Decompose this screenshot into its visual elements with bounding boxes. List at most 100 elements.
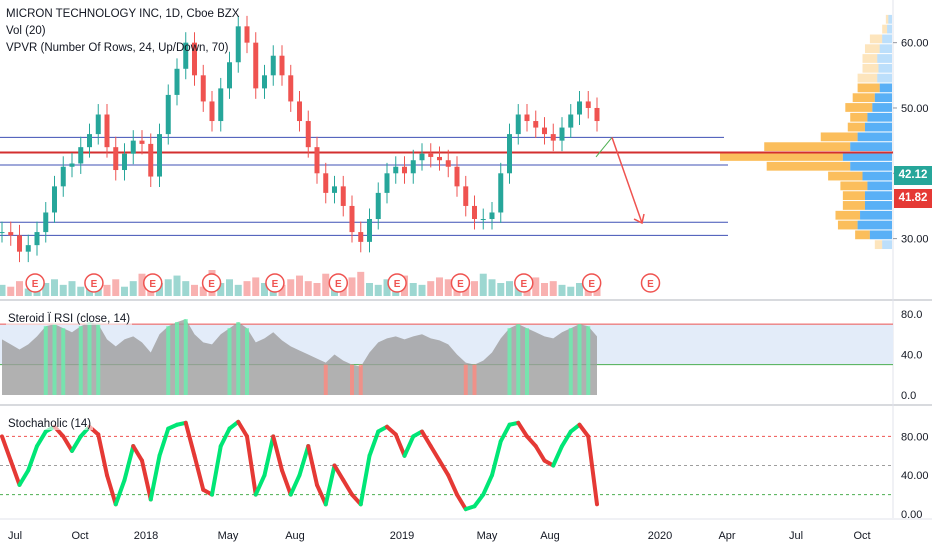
- volume-bar: [488, 279, 496, 296]
- earnings-marker: [581, 273, 602, 293]
- candle-body: [419, 153, 425, 161]
- time-tick-label: Oct: [71, 530, 88, 542]
- candle-body: [244, 26, 250, 43]
- vpvr-down-bar: [842, 191, 865, 201]
- stoch-segment: [253, 473, 267, 497]
- candle-body: [498, 173, 504, 213]
- candle-body: [445, 160, 451, 167]
- candle-body: [297, 101, 302, 122]
- vpvr-down-bar: [847, 122, 865, 132]
- candle-body: [227, 62, 232, 89]
- vpvr-down-bar: [869, 34, 883, 44]
- candle-body: [428, 153, 434, 157]
- candle-body: [87, 134, 92, 148]
- candle-body: [410, 160, 416, 174]
- candle-body: [0, 232, 5, 234]
- candle-body: [209, 101, 215, 122]
- stoch-segment: [586, 434, 599, 507]
- stoch-segment: [26, 444, 39, 473]
- vpvr-down-bar: [862, 54, 878, 63]
- candle-body: [375, 192, 381, 220]
- vpvr-up-bar: [857, 220, 892, 230]
- stoch-segment: [498, 422, 512, 444]
- candle-body: [393, 166, 399, 174]
- vpvr-down-bar: [857, 83, 880, 93]
- volume-bar: [471, 281, 478, 296]
- stoch-segment: [8, 458, 22, 487]
- stoch-segment: [455, 492, 468, 512]
- vpvr-down-bar: [885, 14, 889, 24]
- vpvr-down-bar: [820, 132, 858, 142]
- volume-bar: [103, 284, 111, 296]
- rsi-overbought-bar: [227, 328, 232, 395]
- volume-bar: [444, 279, 452, 296]
- stoch-segment: [306, 444, 319, 487]
- vpvr-down-bar: [857, 73, 878, 83]
- time-tick-label: May: [477, 530, 498, 542]
- stoch-segment: [183, 420, 197, 458]
- stoch-segment: [210, 444, 223, 497]
- rsi-overbought-bar: [87, 322, 92, 395]
- rsi-overbought-bar: [236, 322, 241, 395]
- earnings-marker-label: E: [647, 279, 654, 290]
- volume-bar: [226, 279, 233, 296]
- candle-body: [332, 186, 337, 193]
- volume-bar: [252, 277, 260, 296]
- stoch-segment: [122, 444, 136, 483]
- vpvr-up-bar: [888, 14, 892, 24]
- vpvr-up-bar: [879, 83, 892, 93]
- candle-body: [174, 68, 180, 95]
- volume-bar: [0, 284, 6, 296]
- candle-body: [489, 212, 495, 220]
- time-tick-label: May: [218, 530, 239, 542]
- rsi-oversold-bar: [472, 364, 477, 395]
- candle-body: [60, 166, 66, 187]
- earnings-marker: [201, 273, 222, 293]
- candle-body: [165, 94, 171, 135]
- candle-body: [200, 75, 206, 102]
- candle-body: [367, 219, 372, 242]
- support-price-tag: 41.82: [894, 189, 932, 208]
- candle-body: [139, 140, 145, 144]
- volume-bar: [357, 271, 365, 296]
- stoch-segment: [271, 434, 284, 473]
- rsi-overbought-bar: [43, 326, 48, 395]
- candle-body: [52, 186, 57, 213]
- stoch-segment: [525, 434, 538, 449]
- volume-bar: [366, 283, 373, 296]
- vpvr-up-bar: [864, 191, 892, 201]
- candle-body: [95, 114, 101, 135]
- volume-bar: [191, 284, 198, 296]
- rsi-tick-label: 80.0: [901, 309, 922, 321]
- stoch-segment: [280, 468, 293, 497]
- volume-bar: [129, 281, 137, 296]
- volume-bar: [7, 286, 15, 296]
- stoch-segment: [420, 429, 433, 449]
- vpvr-up-bar: [879, 44, 892, 54]
- volume-bar: [77, 286, 85, 296]
- volume-bar: [68, 281, 76, 296]
- stoch-segment: [551, 444, 564, 468]
- time-tick-label: Aug: [540, 530, 560, 542]
- time-tick-label: 2019: [390, 530, 414, 542]
- candle-body: [533, 121, 539, 128]
- candle-body: [305, 121, 311, 148]
- volume-label: Vol (20): [6, 25, 46, 37]
- earnings-marker: [84, 273, 104, 293]
- rsi-overbought-bar: [507, 328, 512, 395]
- stoch-segment: [446, 473, 459, 497]
- vpvr-up-bar: [877, 73, 892, 83]
- rsi-tick-label: 0.0: [901, 390, 916, 402]
- stoch-segment: [96, 432, 109, 478]
- stoch-segment: [61, 434, 74, 453]
- rsi-overbought-bar: [577, 324, 582, 395]
- vpvr-up-bar: [850, 161, 892, 171]
- earnings-marker-label: E: [208, 279, 215, 290]
- candle-body: [270, 55, 276, 76]
- candle-body: [515, 114, 521, 135]
- volume-bar: [436, 277, 443, 296]
- earnings-marker: [514, 273, 534, 293]
- candle-body: [384, 173, 390, 193]
- stoch-segment: [236, 419, 249, 439]
